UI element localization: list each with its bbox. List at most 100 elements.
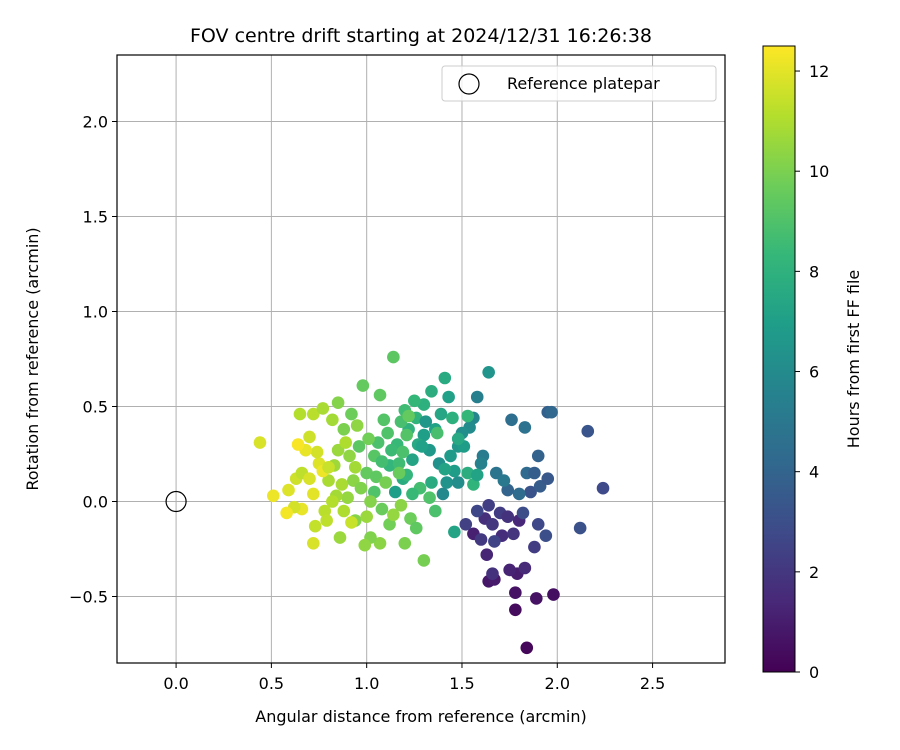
data-point xyxy=(507,527,520,541)
data-point xyxy=(360,466,373,480)
data-point xyxy=(253,436,267,449)
data-point xyxy=(408,394,421,408)
data-point xyxy=(545,405,558,419)
data-point xyxy=(347,474,360,487)
data-point xyxy=(505,413,518,427)
data-point xyxy=(303,472,316,486)
data-point xyxy=(388,485,402,499)
data-point xyxy=(438,462,452,476)
data-point xyxy=(581,424,595,438)
data-point xyxy=(470,504,484,518)
data-point xyxy=(539,529,553,542)
data-point xyxy=(541,472,555,486)
data-point xyxy=(448,464,461,478)
data-point xyxy=(406,453,419,467)
data-point xyxy=(417,398,431,411)
data-point xyxy=(369,470,383,484)
data-point xyxy=(362,432,375,446)
data-point xyxy=(409,521,423,535)
data-point xyxy=(428,504,442,518)
data-point xyxy=(509,603,522,617)
data-point xyxy=(425,385,438,398)
data-point xyxy=(461,409,474,423)
data-point xyxy=(444,449,457,463)
data-point xyxy=(343,449,356,463)
data-point xyxy=(524,485,537,499)
data-point xyxy=(322,461,335,474)
data-point xyxy=(364,495,377,508)
legend: Reference platepar xyxy=(441,65,717,102)
data-point xyxy=(520,641,534,655)
y-axis-label: Rotation from reference (arcmin) xyxy=(23,227,42,490)
data-point xyxy=(451,432,465,446)
data-point xyxy=(337,423,351,436)
x-tick-label: 0.0 xyxy=(163,674,188,693)
data-point xyxy=(335,478,349,491)
data-point xyxy=(436,487,450,501)
data-point xyxy=(442,390,455,404)
data-point xyxy=(375,502,389,516)
data-point xyxy=(415,440,429,453)
data-point xyxy=(474,457,488,470)
data-point xyxy=(392,466,406,480)
data-point xyxy=(326,413,339,427)
data-point xyxy=(512,487,526,501)
data-point xyxy=(509,586,522,599)
data-point xyxy=(404,512,417,525)
data-point xyxy=(470,390,484,404)
plot-frame xyxy=(116,54,726,664)
data-point xyxy=(400,428,414,442)
data-points xyxy=(165,350,610,655)
data-point xyxy=(341,491,354,505)
data-point xyxy=(339,436,353,449)
data-point xyxy=(474,533,488,546)
data-point xyxy=(379,476,393,489)
x-tick-label: 0.5 xyxy=(259,674,284,693)
data-point xyxy=(425,476,438,489)
data-point xyxy=(387,508,400,522)
data-point xyxy=(516,506,530,520)
data-point xyxy=(308,519,322,533)
data-point xyxy=(337,504,351,518)
colorbar-tick-label: 8 xyxy=(809,262,819,281)
data-point xyxy=(352,440,366,453)
data-point xyxy=(459,518,473,531)
data-point xyxy=(438,371,452,385)
colorbar-tick-label: 2 xyxy=(809,563,819,582)
data-point xyxy=(482,499,495,512)
data-point xyxy=(392,457,406,470)
data-point xyxy=(446,411,459,425)
gridlines xyxy=(117,55,725,663)
colorbar-label: Hours from first FF file xyxy=(844,270,863,449)
colorbar-gradient xyxy=(762,45,796,673)
data-point xyxy=(503,563,516,577)
y-tick-label: 1.5 xyxy=(83,208,108,227)
data-point xyxy=(368,485,381,499)
colorbar-tick-label: 12 xyxy=(809,62,829,81)
data-point xyxy=(497,474,511,487)
colorbar-ticks: 0 2 4 6 8 10 12 xyxy=(795,62,829,682)
data-point xyxy=(381,426,394,440)
x-tick-label: 2.0 xyxy=(545,674,570,693)
data-point xyxy=(417,428,431,442)
data-point xyxy=(345,516,358,529)
data-point xyxy=(451,476,465,489)
data-point xyxy=(531,518,545,531)
data-point xyxy=(358,538,372,552)
y-axis: −0.5 0.0 0.5 1.0 1.5 2.0 xyxy=(69,113,117,607)
data-point xyxy=(310,445,324,459)
data-point xyxy=(533,480,547,493)
data-point xyxy=(373,388,387,402)
colorbar-tick-label: 6 xyxy=(809,363,819,382)
colorbar-tick-label: 4 xyxy=(809,463,819,482)
data-point xyxy=(394,499,408,512)
y-tick-label: 2.0 xyxy=(83,113,108,132)
data-point xyxy=(331,396,345,410)
legend-box xyxy=(441,65,717,102)
data-point xyxy=(547,588,560,601)
data-point xyxy=(316,402,330,415)
legend-label: Reference platepar xyxy=(507,74,660,93)
data-point xyxy=(486,567,499,580)
data-point xyxy=(373,537,387,550)
